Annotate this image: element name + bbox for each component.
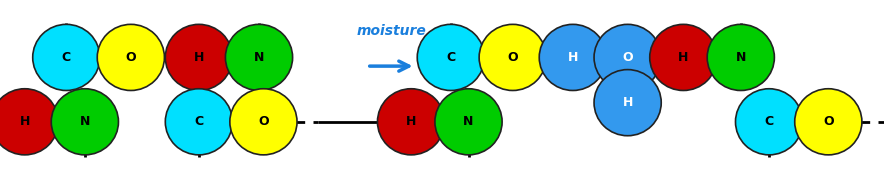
Text: O: O	[507, 51, 518, 64]
Ellipse shape	[97, 24, 164, 90]
Ellipse shape	[377, 89, 445, 155]
Text: C: C	[765, 115, 774, 128]
Text: moisture: moisture	[357, 24, 426, 38]
Ellipse shape	[707, 24, 774, 90]
Ellipse shape	[33, 24, 100, 90]
Text: N: N	[80, 115, 90, 128]
Text: C: C	[62, 51, 71, 64]
Ellipse shape	[417, 24, 484, 90]
Text: N: N	[735, 51, 746, 64]
Text: O: O	[823, 115, 834, 128]
Ellipse shape	[539, 24, 606, 90]
Text: N: N	[463, 115, 474, 128]
Ellipse shape	[225, 24, 293, 90]
Text: H: H	[194, 51, 204, 64]
Text: H: H	[568, 51, 578, 64]
Text: H: H	[678, 51, 689, 64]
Ellipse shape	[735, 89, 803, 155]
Ellipse shape	[165, 89, 232, 155]
Text: C: C	[446, 51, 455, 64]
Text: O: O	[622, 51, 633, 64]
Text: H: H	[622, 96, 633, 109]
Text: O: O	[126, 51, 136, 64]
Ellipse shape	[0, 89, 58, 155]
Ellipse shape	[594, 70, 661, 136]
Ellipse shape	[479, 24, 546, 90]
Ellipse shape	[230, 89, 297, 155]
Text: N: N	[254, 51, 264, 64]
Ellipse shape	[165, 24, 232, 90]
Ellipse shape	[795, 89, 862, 155]
Ellipse shape	[594, 24, 661, 90]
Ellipse shape	[435, 89, 502, 155]
Text: H: H	[19, 115, 30, 128]
Text: O: O	[258, 115, 269, 128]
Ellipse shape	[650, 24, 717, 90]
Text: H: H	[406, 115, 416, 128]
Text: C: C	[194, 115, 203, 128]
Ellipse shape	[51, 89, 118, 155]
